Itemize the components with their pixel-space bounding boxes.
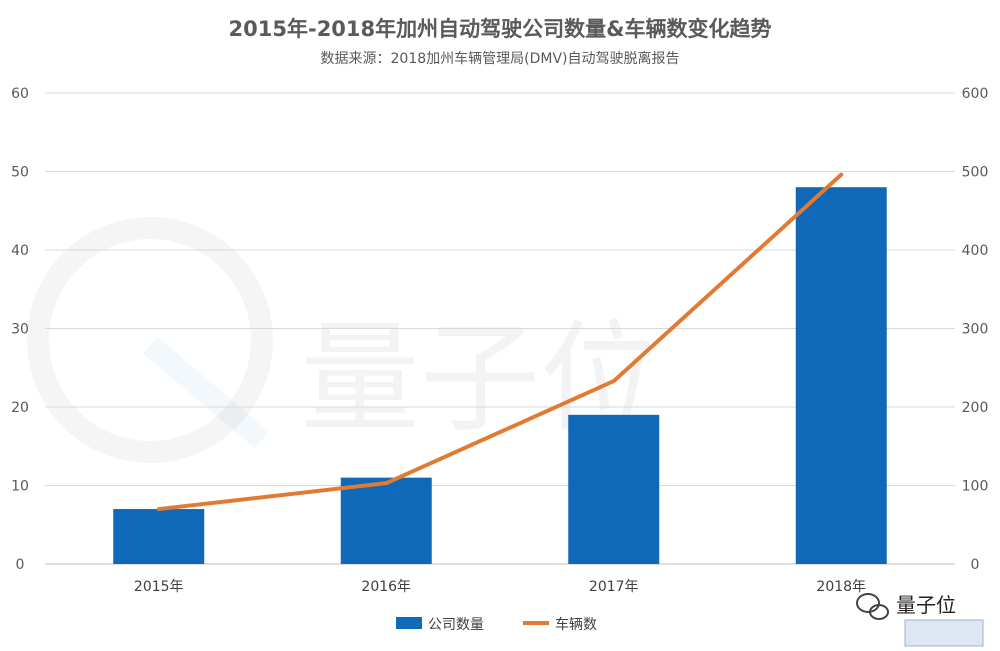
- watermark-logo-tail: [142, 336, 270, 449]
- bar-company-count: [113, 509, 205, 564]
- y-right-tick-labels: 0 100 200 300 400 500 600: [962, 86, 989, 573]
- x-tick-label: 2016年: [361, 579, 411, 595]
- y-left-tick-label: 40: [11, 243, 29, 259]
- y-left-tick-label: 60: [11, 86, 29, 102]
- y-right-tick-label: 400: [962, 243, 989, 259]
- corner-stamp: [904, 619, 984, 647]
- legend-label-line: 车辆数: [555, 616, 597, 633]
- y-left-tick-labels: 0 10 20 30 40 50 60: [11, 86, 29, 573]
- corner-logo-text: 量子位: [896, 593, 956, 617]
- y-left-tick-label: 30: [11, 322, 29, 338]
- wechat-icon: [856, 593, 889, 620]
- chart-title: 2015年-2018年加州自动驾驶公司数量&车辆数变化趋势: [229, 17, 772, 41]
- bar-company-count: [568, 414, 660, 564]
- y-left-tick-label: 0: [16, 557, 25, 573]
- watermark: 量子位: [27, 217, 660, 463]
- y-right-tick-label: 600: [962, 86, 989, 102]
- chart-subtitle: 数据来源：2018加州车辆管理局(DMV)自动驾驶脱离报告: [321, 50, 680, 67]
- legend: 公司数量 车辆数: [396, 616, 597, 633]
- x-tick-label: 2017年: [589, 579, 639, 595]
- x-tick-label: 2015年: [134, 579, 184, 595]
- y-right-tick-label: 200: [962, 400, 989, 416]
- watermark-logo-ring: [27, 217, 273, 463]
- bar-series: [113, 187, 887, 564]
- line-vehicle-count: [156, 172, 844, 512]
- y-right-tick-label: 0: [971, 557, 980, 573]
- x-tick-label: 2018年: [816, 579, 866, 595]
- legend-swatch-bar: [396, 617, 422, 629]
- y-left-tick-label: 20: [11, 400, 29, 416]
- corner-logo: 量子位: [856, 593, 984, 647]
- legend-label-bar: 公司数量: [428, 617, 484, 633]
- y-right-tick-label: 300: [962, 322, 989, 338]
- line-series: [156, 172, 844, 512]
- y-right-tick-label: 100: [962, 479, 989, 495]
- y-left-tick-label: 50: [11, 165, 29, 181]
- x-tick-labels: 2015年 2016年 2017年 2018年: [134, 579, 866, 595]
- bar-company-count: [340, 477, 432, 564]
- y-left-tick-label: 10: [11, 479, 29, 495]
- bar-company-count: [795, 187, 887, 564]
- y-right-tick-label: 500: [962, 165, 989, 181]
